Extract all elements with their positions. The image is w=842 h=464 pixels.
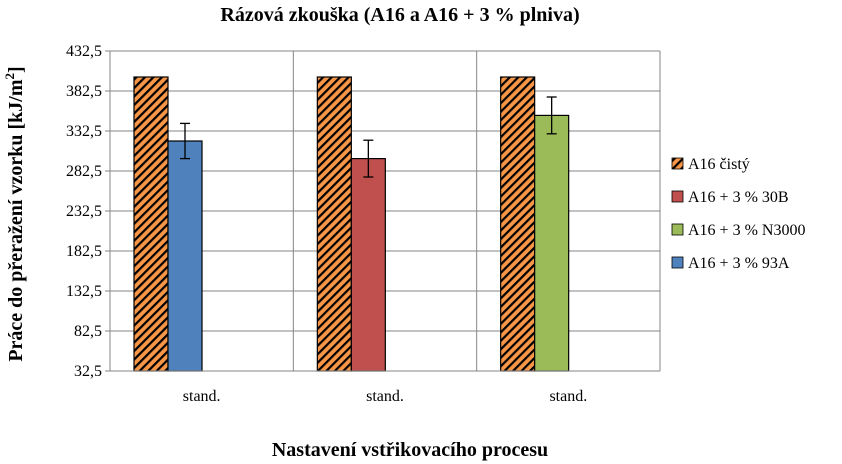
legend-swatch — [671, 223, 684, 236]
y-axis-label: Práce do přeražení vzorku [kJ/m2] — [2, 66, 27, 361]
y-axis-label-text: Práce do přeražení vzorku [kJ/m — [5, 79, 27, 361]
legend-label: A16 + 3 % 93A — [688, 255, 790, 272]
legend-label: A16 + 3 % 30B — [688, 189, 789, 206]
y-tick-label: 232,5 — [66, 203, 102, 220]
legend-label: A16 + 3 % N3000 — [688, 222, 805, 239]
y-tick-label: 132,5 — [66, 283, 102, 300]
y-tick-label: 332,5 — [66, 123, 102, 140]
y-tick-label: 32,5 — [74, 363, 102, 380]
y-tick-label: 432,5 — [66, 43, 102, 60]
y-axis-ticks: 32,5 82,5 132,5 182,5 232,5 282,5 332,5 382,5 43… — [66, 43, 110, 380]
y-tick-label: 82,5 — [74, 323, 102, 340]
x-tick-label: stand. — [549, 388, 587, 405]
x-axis-categories: stand. stand. stand. — [183, 388, 587, 405]
bar — [350, 158, 386, 372]
y-tick-label: 382,5 — [66, 83, 102, 100]
legend-swatch — [671, 157, 684, 170]
plot-area — [109, 50, 661, 372]
y-axis-label-superscript: 2 — [2, 73, 17, 80]
bar — [316, 76, 352, 372]
x-tick-label: stand. — [183, 388, 221, 405]
bar — [534, 114, 570, 372]
bar — [167, 140, 203, 372]
legend-swatch — [671, 190, 684, 203]
x-tick-label: stand. — [366, 388, 404, 405]
legend-swatch — [671, 256, 684, 269]
y-tick-label: 282,5 — [66, 163, 102, 180]
legend-label: A16 čistý — [688, 156, 750, 173]
bar — [133, 76, 169, 372]
bar — [500, 76, 536, 372]
y-axis-label-close: ] — [5, 66, 27, 73]
chart-title: Rázová zkouška (A16 a A16 + 3 % plniva) — [220, 4, 579, 26]
x-axis-label: Nastavení vstřikovacího procesu — [272, 439, 548, 461]
legend: A16 čistý A16 + 3 % 30B A16 + 3 % N3000 A16… — [671, 156, 805, 272]
y-tick-label: 182,5 — [66, 243, 102, 260]
